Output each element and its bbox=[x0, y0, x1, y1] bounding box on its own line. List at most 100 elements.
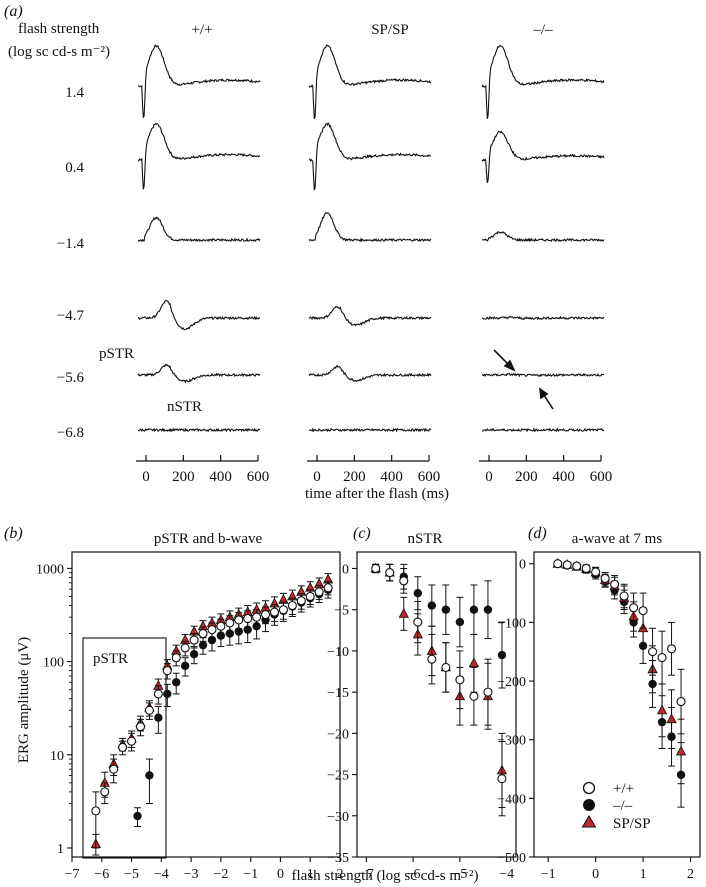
erg-traces bbox=[137, 44, 605, 433]
data-point-wt bbox=[323, 583, 333, 593]
data-point-wt bbox=[100, 787, 110, 797]
panel-b-title: pSTR and b-wave bbox=[154, 531, 263, 547]
y-tick-label: 1 bbox=[57, 842, 64, 857]
legend-marker-wt bbox=[582, 781, 596, 795]
x-tick-label: −6 bbox=[406, 867, 421, 882]
x-tick-label: −4 bbox=[154, 867, 169, 882]
row-label-5: −5.6 bbox=[57, 370, 85, 386]
data-point-wt bbox=[278, 605, 288, 615]
data-point-wt bbox=[629, 603, 639, 613]
data-point-wt bbox=[553, 559, 563, 569]
data-point-wt bbox=[441, 662, 451, 672]
data-point-wt bbox=[225, 618, 235, 628]
panel-b-label: (b) bbox=[4, 525, 23, 542]
series-sp bbox=[370, 562, 508, 809]
erg-trace-sp-3 bbox=[308, 211, 432, 243]
data-point-wt bbox=[127, 736, 137, 746]
chart-b: −7 −6 −5 −4 −3 −2 −1 0 1 2 1 10 100 1000 pSTR bbox=[36, 551, 344, 882]
data-point-wt bbox=[657, 653, 667, 663]
y-tick-label: 10 bbox=[50, 749, 64, 764]
x-tick-label: −1 bbox=[243, 867, 258, 882]
chart-c: −7 −6 −5 −4 0 −5 −10 −15 −20 −25 −30 −35 bbox=[327, 551, 517, 882]
column-title-sp: SP/SP bbox=[371, 22, 409, 38]
data-point-wt bbox=[144, 705, 154, 715]
y-tick-label: 0 bbox=[519, 558, 526, 573]
time-tick-label: 600 bbox=[418, 469, 441, 485]
x-tick-label: −3 bbox=[184, 867, 199, 882]
time-tick-label: 0 bbox=[313, 469, 321, 485]
erg-trace-wt-2 bbox=[137, 122, 260, 190]
data-point-ko bbox=[413, 589, 422, 598]
y-tick-label: −300 bbox=[497, 734, 526, 749]
inset-box-pstr bbox=[82, 637, 167, 859]
data-point-wt bbox=[109, 764, 119, 774]
annotation-nstr: nSTR bbox=[167, 399, 202, 415]
data-point-wt bbox=[455, 675, 465, 685]
time-tick-label: 400 bbox=[209, 469, 232, 485]
panel-d-title: a-wave at 7 ms bbox=[572, 531, 663, 547]
data-point-wt bbox=[91, 806, 101, 816]
x-tick-label: −4 bbox=[499, 867, 514, 882]
x-tick-label: 0 bbox=[277, 867, 284, 882]
data-point-wt bbox=[483, 687, 493, 697]
plot-frame bbox=[71, 551, 341, 858]
data-point-ko bbox=[497, 650, 507, 660]
x-tick-label: 0 bbox=[592, 867, 599, 882]
row-label-3: −1.4 bbox=[57, 236, 85, 252]
y-tick-label: −100 bbox=[497, 616, 526, 631]
data-point-ko bbox=[154, 713, 163, 722]
series-wt bbox=[553, 559, 686, 735]
y-tick-label: −500 bbox=[497, 851, 526, 866]
data-point-ko bbox=[145, 771, 154, 780]
data-point-wt bbox=[648, 647, 658, 657]
data-point-sp bbox=[666, 713, 677, 724]
y-tick-label: −5 bbox=[334, 604, 349, 619]
erg-trace-ko-3 bbox=[482, 230, 605, 243]
data-point-sp bbox=[675, 745, 687, 756]
series-ko bbox=[371, 563, 507, 689]
erg-trace-ko-2 bbox=[481, 130, 605, 183]
data-point-ko bbox=[180, 661, 190, 671]
arrow-down-right-icon bbox=[493, 349, 516, 372]
time-tick-label: 400 bbox=[380, 469, 403, 485]
panel-b-ylabel: ERG amplitude (μV) bbox=[16, 637, 32, 763]
time-axes: 0 200 400 600 0 200 400 600 0 200 400 600 bbox=[136, 455, 612, 485]
data-point-wt bbox=[153, 689, 163, 699]
data-point-wt bbox=[207, 625, 217, 635]
y-tick-label: −20 bbox=[327, 727, 349, 742]
y-tick-label: −25 bbox=[327, 769, 349, 784]
time-tick-label: 200 bbox=[172, 469, 195, 485]
erg-trace-ko-6 bbox=[481, 427, 605, 433]
data-point-ko bbox=[441, 605, 451, 614]
erg-trace-wt-4 bbox=[138, 299, 261, 331]
data-point-wt bbox=[198, 628, 208, 639]
erg-trace-wt-1 bbox=[137, 44, 261, 118]
x-tick-label: −5 bbox=[124, 867, 139, 882]
data-point-wt bbox=[666, 644, 677, 654]
series-wt bbox=[91, 581, 333, 849]
data-point-wt bbox=[581, 563, 591, 573]
data-point-ko bbox=[455, 617, 465, 627]
data-point-wt bbox=[135, 722, 146, 732]
data-point-wt bbox=[296, 596, 306, 606]
data-point-wt bbox=[638, 606, 648, 616]
erg-trace-wt-5 bbox=[137, 363, 261, 384]
panel-c-title: nSTR bbox=[407, 531, 442, 547]
data-point-wt bbox=[180, 643, 190, 653]
data-point-wt bbox=[287, 600, 297, 611]
erg-trace-sp-6 bbox=[308, 427, 432, 433]
data-point-wt bbox=[171, 653, 181, 663]
row-label-6: −6.8 bbox=[57, 425, 84, 441]
shared-xlabel: flash strength (log sc cd-s m⁻²) bbox=[292, 868, 479, 884]
x-tick-label: 1 bbox=[640, 867, 647, 882]
column-title-ko: –/– bbox=[532, 22, 553, 38]
y-tick-label: −15 bbox=[327, 686, 349, 701]
erg-trace-wt-6 bbox=[138, 427, 261, 433]
data-point-wt bbox=[469, 691, 479, 701]
erg-trace-ko-4 bbox=[481, 315, 605, 321]
data-point-ko bbox=[189, 650, 199, 659]
inset-label-pstr: pSTR bbox=[93, 651, 128, 667]
y-tick-label: −35 bbox=[327, 851, 349, 866]
series-wt bbox=[371, 563, 507, 817]
